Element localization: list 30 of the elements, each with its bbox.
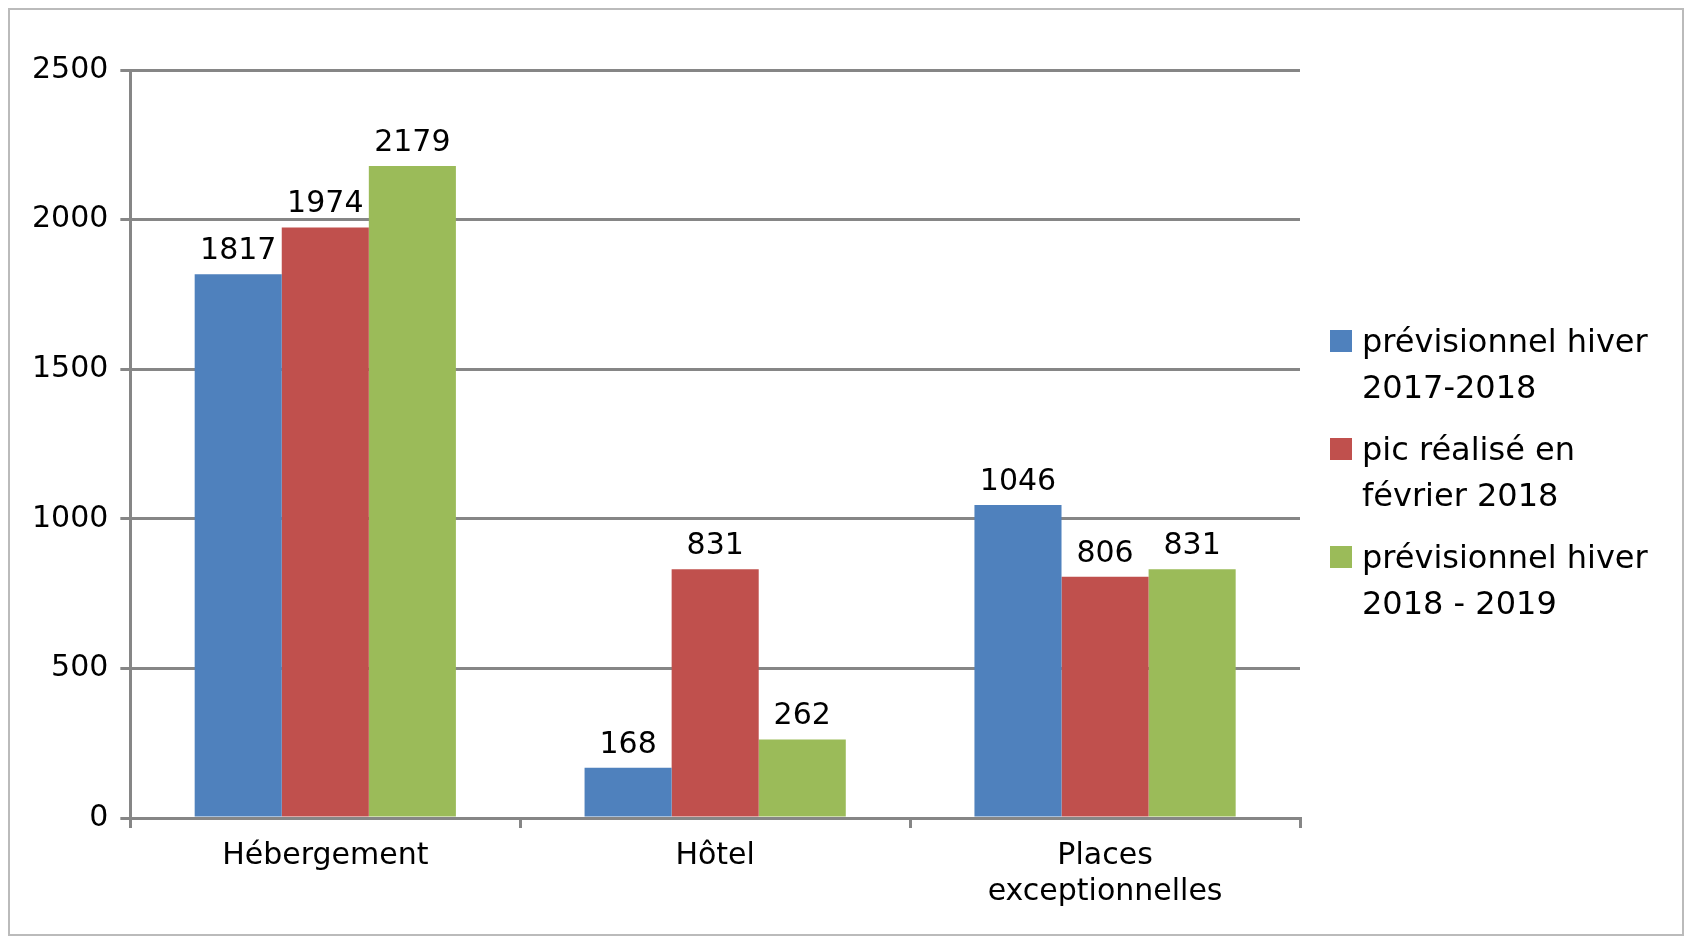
data-label: 1817 <box>200 231 277 267</box>
y-tick-label: 2500 <box>31 49 109 85</box>
legend-label: prévisionnel hiver 2018 - 2019 <box>1362 537 1649 624</box>
data-label: 1046 <box>979 461 1057 497</box>
data-label: 831 <box>1163 526 1221 562</box>
bar <box>194 274 282 817</box>
bar <box>368 166 456 817</box>
data-label: 831 <box>686 526 744 562</box>
bar <box>584 767 672 817</box>
legend-label: prévisionnel hiver 2017-2018 <box>1362 321 1649 408</box>
y-tick-label: 1000 <box>31 498 109 534</box>
bar <box>974 505 1062 817</box>
data-label: 806 <box>1076 533 1134 569</box>
x-tick-label: Hôtel <box>675 835 755 871</box>
y-tick-label: 0 <box>89 797 109 833</box>
x-tick-label: Places exceptionnelles <box>987 835 1223 907</box>
y-tick-label: 2000 <box>31 199 109 235</box>
data-label: 2179 <box>374 122 451 158</box>
legend-label: pic réalisé en février 2018 <box>1362 429 1576 516</box>
bar <box>1148 569 1236 817</box>
bar <box>758 739 846 817</box>
data-label: 1974 <box>287 184 364 220</box>
data-label: 168 <box>599 724 657 760</box>
data-label: 262 <box>773 696 831 732</box>
y-tick-label: 500 <box>51 648 109 684</box>
bar <box>281 227 369 817</box>
bar <box>1061 576 1149 817</box>
bar <box>671 569 759 817</box>
y-tick-label: 1500 <box>31 349 109 384</box>
x-tick-label: Hébergement <box>222 835 429 871</box>
